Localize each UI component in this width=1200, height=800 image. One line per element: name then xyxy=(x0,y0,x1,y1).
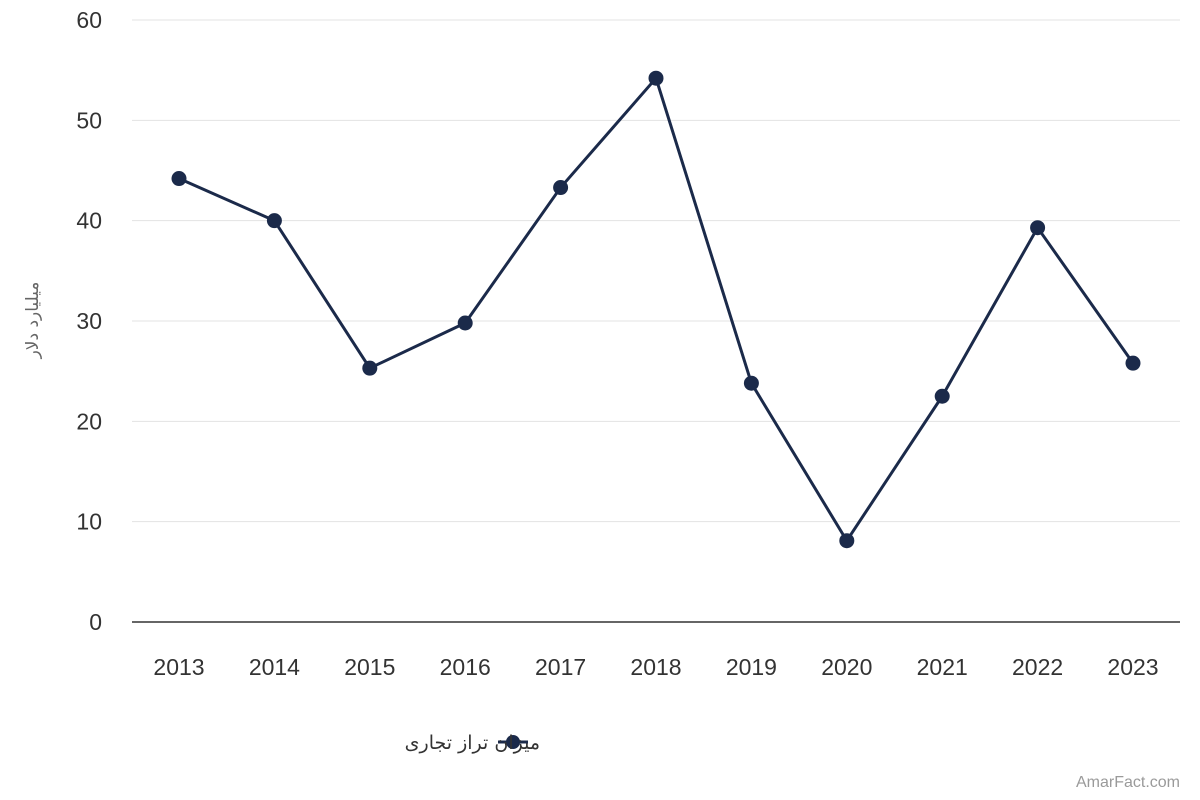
legend[interactable]: میزان تراز تجاری xyxy=(405,732,540,754)
x-tick-label: 2013 xyxy=(153,654,204,680)
watermark: AmarFact.com xyxy=(1075,774,1180,791)
data-point[interactable] xyxy=(1125,355,1141,371)
y-axis-title: میلیارد دلار xyxy=(23,282,43,360)
x-tick-label: 2017 xyxy=(535,654,586,680)
data-point[interactable] xyxy=(1030,220,1046,236)
grid-lines xyxy=(132,19,1180,523)
y-tick-label: 40 xyxy=(76,208,102,234)
x-axis: 2013 2014 2015 2016 2017 2018 2019 2020 2021 2022… xyxy=(132,621,1180,680)
data-point[interactable] xyxy=(743,375,759,391)
x-tick-label: 2018 xyxy=(630,654,681,680)
x-tick-label: 2021 xyxy=(917,654,968,680)
x-tick-label: 2016 xyxy=(440,654,491,680)
series-line xyxy=(178,76,1135,543)
data-point[interactable] xyxy=(934,388,950,404)
data-point[interactable] xyxy=(457,315,473,331)
legend-dot-marker xyxy=(506,735,520,749)
x-tick-label: 2022 xyxy=(1012,654,1063,680)
x-tick-label: 2019 xyxy=(726,654,777,680)
y-tick-label: 30 xyxy=(76,308,102,334)
data-point[interactable] xyxy=(839,533,855,549)
y-tick-label: 60 xyxy=(76,7,102,33)
y-tick-label: 0 xyxy=(89,609,102,635)
x-tick-label: 2014 xyxy=(249,654,300,680)
legend-label: میزان تراز تجاری xyxy=(405,732,540,754)
data-point[interactable] xyxy=(553,180,569,196)
y-tick-label: 50 xyxy=(76,107,102,133)
data-point[interactable] xyxy=(171,171,187,187)
data-point[interactable] xyxy=(362,360,378,376)
series-layer xyxy=(171,70,1141,549)
y-tick-label: 20 xyxy=(76,408,102,434)
y-axis: 0 10 20 30 40 50 60 xyxy=(76,7,102,635)
y-tick-label: 10 xyxy=(76,509,102,535)
x-tick-label: 2023 xyxy=(1107,654,1158,680)
data-point[interactable] xyxy=(648,70,664,86)
x-tick-label: 2020 xyxy=(821,654,872,680)
x-tick-label: 2015 xyxy=(344,654,395,680)
data-point[interactable] xyxy=(266,213,282,229)
